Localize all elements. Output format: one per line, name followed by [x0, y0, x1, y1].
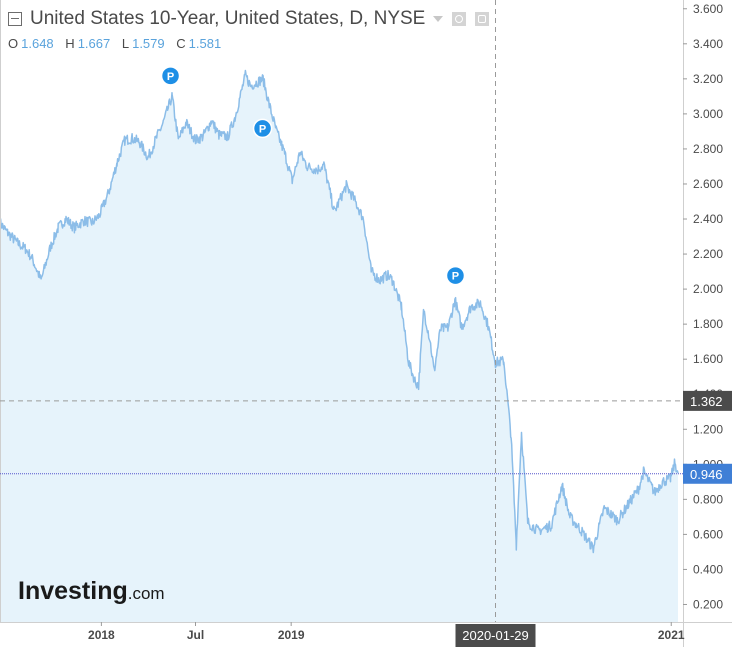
y-tick-label: 2.000: [693, 282, 723, 296]
chevron-down-icon[interactable]: [433, 16, 444, 22]
y-tick-label: 1.600: [693, 352, 723, 366]
y-tick-label: 0.600: [693, 527, 723, 541]
chart-legend: United States 10-Year, United States, D,…: [8, 8, 490, 51]
crosshair-price-label: 1.362: [690, 394, 723, 409]
series-line: [0, 69, 679, 554]
y-tick-label: 3.200: [693, 72, 723, 86]
close-key: C: [176, 36, 186, 51]
y-tick-label: 1.800: [693, 317, 723, 331]
last-price-badge: [683, 463, 732, 484]
y-tick-label: 2.800: [693, 142, 723, 156]
y-tick-label: 2.400: [693, 212, 723, 226]
gear-icon[interactable]: [475, 12, 490, 26]
low-key: L: [121, 36, 130, 51]
y-tick-label: 3.400: [693, 37, 723, 51]
marker-label: P: [452, 271, 459, 283]
crosshair-price-badge: [683, 390, 732, 411]
event-marker: P: [445, 265, 466, 286]
y-tick-label: 0.800: [693, 492, 723, 506]
eye-icon[interactable]: [452, 12, 467, 26]
y-tick-label: 1.200: [693, 422, 723, 436]
area-fill: [0, 70, 678, 622]
x-tick-label: 2021: [658, 628, 685, 642]
open-key: O: [8, 36, 19, 51]
legend-title-row: United States 10-Year, United States, D,…: [8, 8, 490, 30]
y-tick-label: 2.200: [693, 247, 723, 261]
x-tick-label: Jul: [187, 628, 204, 642]
marker-circle: [252, 118, 273, 139]
y-tick-label: 2.600: [693, 177, 723, 191]
logo-suffix: .com: [128, 584, 165, 603]
last-price-label: 0.946: [690, 467, 723, 482]
open-value: 1.648: [21, 36, 54, 51]
close-value: 1.581: [188, 36, 222, 51]
high-key: H: [65, 36, 75, 51]
investing-logo: Investing.com: [18, 577, 165, 605]
marker-circle: [445, 265, 466, 286]
high-value: 1.667: [77, 36, 111, 51]
marker-circle: [160, 66, 181, 86]
x-tick-label: 2019: [278, 628, 305, 642]
event-marker: P: [252, 118, 273, 139]
low-value: 1.579: [132, 36, 165, 51]
crosshair-date-badge: [455, 624, 536, 647]
ohlc-values: O 1.648 H 1.667 L 1.579 C 1.581: [8, 36, 489, 51]
event-marker: P: [160, 66, 181, 86]
y-tick-label: 0.400: [693, 562, 723, 576]
x-tick-label: 2018: [88, 628, 115, 642]
marker-label: P: [167, 71, 174, 83]
logo-main: Investing: [18, 577, 128, 605]
y-tick-label: 3.000: [693, 107, 723, 121]
marker-label: P: [259, 123, 266, 135]
crosshair-date-label: 2020-01-29: [462, 628, 529, 643]
y-tick-label: 3.600: [693, 2, 723, 16]
symbol-title: United States 10-Year, United States, D,…: [30, 8, 426, 29]
y-tick-label: 0.200: [693, 597, 723, 611]
collapse-legend-button[interactable]: [8, 12, 22, 26]
